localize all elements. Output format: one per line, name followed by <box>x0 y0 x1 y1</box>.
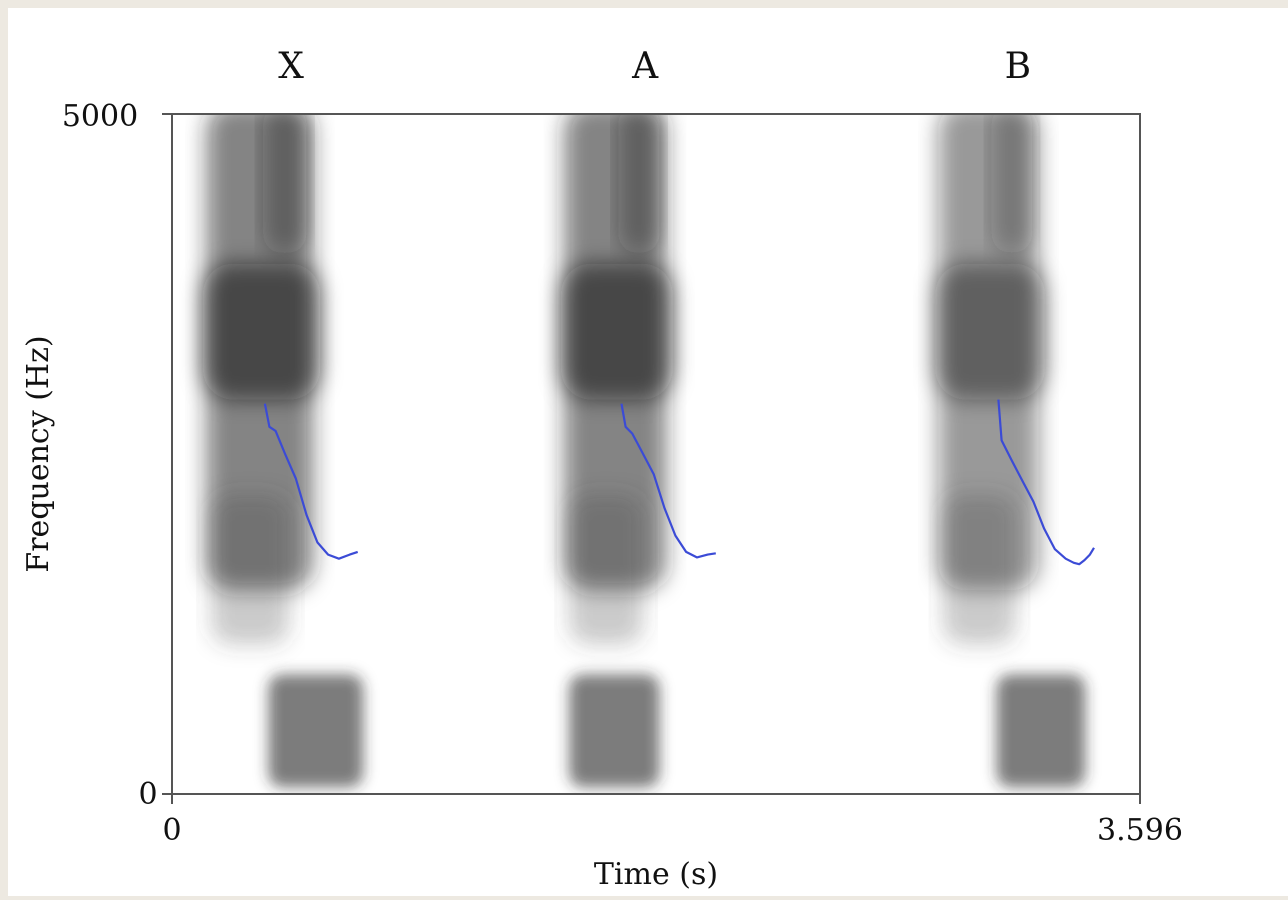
y-tick-min: 0 <box>138 777 157 812</box>
segment-label-b: B <box>978 46 1058 87</box>
y-tick-max: 5000 <box>62 99 138 134</box>
y-axis-label: Frequency (Hz) <box>21 335 56 572</box>
x-tick-min: 0 <box>162 813 181 848</box>
segment-energy-a <box>561 104 673 787</box>
x-axis-label: Time (s) <box>594 857 718 892</box>
x-tick-max: 3.596 <box>1097 813 1183 848</box>
segment-energy-b <box>935 104 1085 787</box>
segment-label-a: A <box>605 46 685 87</box>
segment-label-x: X <box>251 46 331 87</box>
spectrogram-chart: 5000 0 0 3.596 Time (s) Frequency (Hz) <box>8 8 1288 896</box>
spectrogram-image <box>203 104 1085 787</box>
figure-canvas: 5000 0 0 3.596 Time (s) Frequency (Hz) X… <box>8 8 1288 896</box>
segment-energy-x <box>203 104 363 787</box>
